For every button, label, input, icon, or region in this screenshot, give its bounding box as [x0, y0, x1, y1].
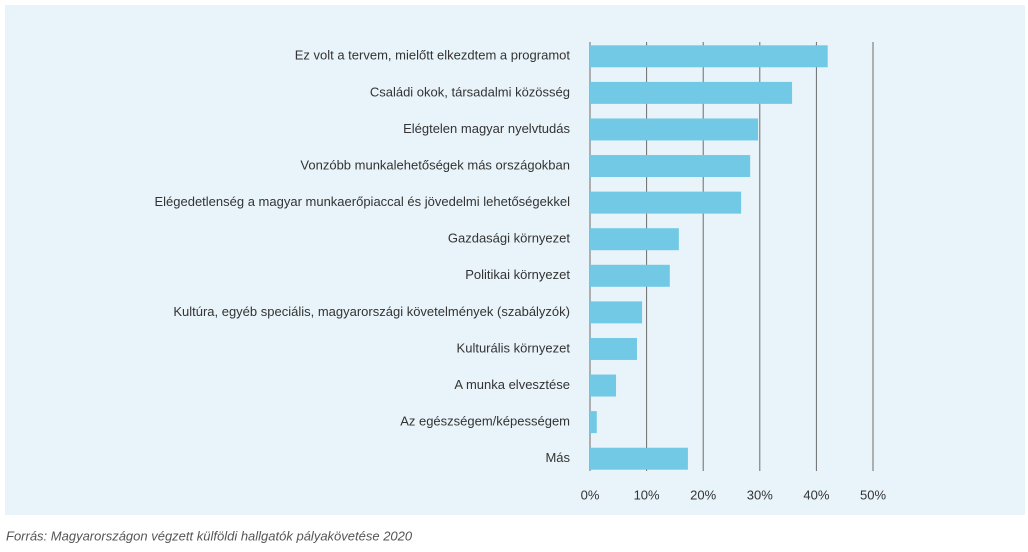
y-tick-label: Elégedetlenség a magyar munkaerőpiaccal … [154, 194, 570, 209]
bar [590, 45, 828, 68]
y-tick-label: Vonzóbb munkalehetőségek más országokban [300, 157, 570, 172]
y-tick-label: Az egészségem/képességem [400, 414, 570, 429]
y-tick-label: Ez volt a tervem, mielőtt elkezdtem a pr… [295, 48, 571, 63]
y-tick-label: Családi okok, társadalmi közösség [370, 84, 570, 99]
y-tick-label: Kulturális környezet [457, 340, 571, 355]
bar [590, 191, 742, 214]
x-tick-label: 10% [634, 487, 660, 502]
x-tick-label: 20% [690, 487, 716, 502]
bar [590, 374, 617, 397]
y-tick-label: Gazdasági környezet [448, 231, 571, 246]
source-note: Forrás: Magyarországon végzett külföldi … [6, 528, 413, 543]
bar [590, 81, 793, 104]
x-tick-label: 50% [860, 487, 886, 502]
x-tick-label: 40% [803, 487, 829, 502]
y-tick-label: Kultúra, egyéb speciális, magyarországi … [173, 304, 570, 319]
bar [590, 155, 751, 178]
x-tick-label: 30% [747, 487, 773, 502]
bar [590, 264, 670, 287]
bar [590, 447, 688, 470]
y-tick-label: Politikai környezet [465, 267, 570, 282]
y-tick-label: Más [545, 450, 570, 465]
bar [590, 301, 643, 324]
bar [590, 411, 597, 434]
y-tick-label: Elégtelen magyar nyelvtudás [403, 121, 570, 136]
chart-panel [5, 5, 1025, 515]
bar [590, 228, 679, 251]
y-tick-label: A munka elvesztése [454, 377, 570, 392]
bar [590, 337, 637, 360]
x-tick-label: 0% [581, 487, 600, 502]
bar [590, 118, 759, 141]
